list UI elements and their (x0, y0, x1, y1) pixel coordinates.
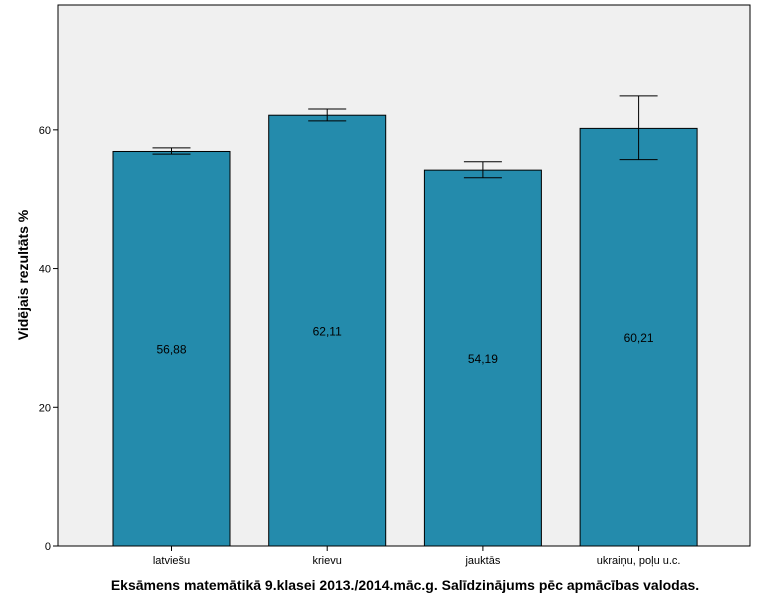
data-label: 62,11 (313, 325, 342, 339)
x-axis-label: Eksāmens matemātikā 9.klasei 2013./2014.… (111, 577, 699, 593)
bar (268, 114, 387, 547)
y-axis: 0 20 40 60 (39, 125, 58, 553)
x-axis: latviešu krievu jauktās ukraiņu, poļu u.c. (153, 546, 681, 567)
data-label: 56,88 (156, 343, 186, 357)
y-tick-label: 40 (39, 264, 51, 276)
x-tick-label: ukraiņu, poļu u.c. (597, 555, 681, 567)
x-tick-label: jauktās (464, 555, 500, 567)
y-tick-label: 0 (45, 541, 51, 553)
y-tick-label: 20 (39, 402, 51, 414)
data-label: 60,21 (624, 331, 654, 345)
x-tick-label: krievu (313, 555, 342, 567)
y-tick-label: 60 (39, 125, 51, 137)
y-axis-label: Vidējais rezultāts % (15, 209, 31, 340)
x-tick-label: latviešu (153, 555, 190, 567)
bar (579, 127, 698, 547)
data-label: 54,19 (468, 352, 498, 366)
